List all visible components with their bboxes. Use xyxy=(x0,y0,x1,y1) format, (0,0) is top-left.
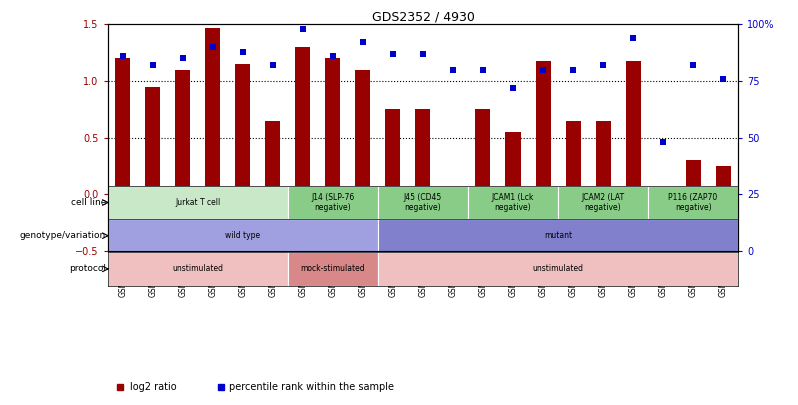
Point xyxy=(717,75,729,82)
Point xyxy=(267,62,279,68)
Point xyxy=(207,44,219,50)
Point xyxy=(417,51,429,57)
Bar xyxy=(108,252,288,286)
Text: unstimulated: unstimulated xyxy=(172,264,223,273)
Bar xyxy=(115,58,130,194)
Point xyxy=(176,55,189,62)
Bar xyxy=(558,186,648,219)
Point xyxy=(687,62,700,68)
Bar xyxy=(378,186,468,219)
Bar xyxy=(176,70,190,194)
Point xyxy=(657,139,670,145)
Bar xyxy=(355,70,370,194)
Text: J14 (SLP-76
negative): J14 (SLP-76 negative) xyxy=(311,193,354,212)
Bar xyxy=(235,64,251,194)
Bar xyxy=(326,58,341,194)
Text: mock-stimulated: mock-stimulated xyxy=(301,264,365,273)
Point xyxy=(626,35,639,41)
Text: percentile rank within the sample: percentile rank within the sample xyxy=(229,382,394,392)
Point xyxy=(507,85,519,91)
Point xyxy=(117,53,129,59)
Bar xyxy=(288,186,378,219)
Bar xyxy=(566,121,581,194)
Text: J45 (CD45
negative): J45 (CD45 negative) xyxy=(404,193,442,212)
Text: mutant: mutant xyxy=(544,231,572,240)
Point xyxy=(146,62,159,68)
Point xyxy=(536,66,549,73)
Text: P116 (ZAP70
negative): P116 (ZAP70 negative) xyxy=(669,193,717,212)
Text: JCAM1 (Lck
negative): JCAM1 (Lck negative) xyxy=(492,193,534,212)
Bar xyxy=(288,252,378,286)
Bar xyxy=(265,121,280,194)
Text: log2 ratio: log2 ratio xyxy=(130,382,176,392)
Text: Jurkat T cell: Jurkat T cell xyxy=(176,198,220,207)
Point xyxy=(297,26,310,32)
Point xyxy=(597,62,610,68)
Text: cell line: cell line xyxy=(71,198,106,207)
Point xyxy=(386,51,399,57)
Text: protocol: protocol xyxy=(69,264,106,273)
Bar xyxy=(108,219,378,252)
Bar xyxy=(595,121,610,194)
Point xyxy=(476,66,489,73)
Bar xyxy=(145,87,160,194)
Title: GDS2352 / 4930: GDS2352 / 4930 xyxy=(372,10,474,23)
Point xyxy=(447,66,460,73)
Bar xyxy=(716,166,731,194)
Bar xyxy=(648,186,738,219)
Point xyxy=(326,53,339,59)
Point xyxy=(567,66,579,73)
Bar xyxy=(445,186,460,194)
Bar xyxy=(108,186,288,219)
Bar xyxy=(685,160,701,194)
Bar xyxy=(656,194,670,209)
Point xyxy=(357,39,369,46)
Bar xyxy=(468,186,558,219)
Text: genotype/variation: genotype/variation xyxy=(20,231,106,240)
Bar xyxy=(378,252,738,286)
Bar xyxy=(416,109,430,194)
Bar xyxy=(295,47,310,194)
Bar xyxy=(378,219,738,252)
Bar xyxy=(535,61,551,194)
Bar xyxy=(476,109,491,194)
Text: unstimulated: unstimulated xyxy=(532,264,583,273)
Bar xyxy=(505,132,520,194)
Bar xyxy=(205,28,220,194)
Point xyxy=(236,48,249,55)
Text: JCAM2 (LAT
negative): JCAM2 (LAT negative) xyxy=(582,193,625,212)
Bar xyxy=(626,61,641,194)
Bar xyxy=(385,109,401,194)
Text: wild type: wild type xyxy=(225,231,260,240)
